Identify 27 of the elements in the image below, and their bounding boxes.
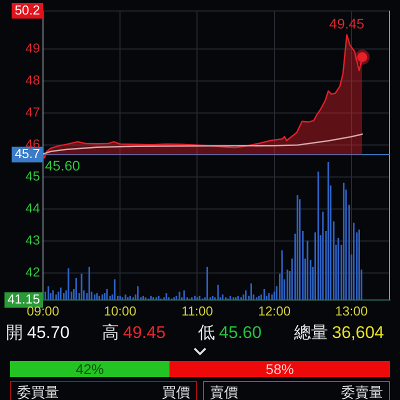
table-header-cell: 賣價 委賣量 xyxy=(203,381,390,400)
table-header-cell: 委買量 買價 xyxy=(10,381,197,400)
data-label: 42% xyxy=(76,360,104,377)
y-tick-label: 43 xyxy=(26,232,40,248)
y-tick-label: 45 xyxy=(26,168,40,184)
x-tick-label: 12:00 xyxy=(258,303,291,318)
y-tick-label: 42 xyxy=(26,264,40,280)
text: 36,604 xyxy=(332,322,384,344)
annotation: 45.60 xyxy=(45,158,80,174)
annotation: 49.45 xyxy=(329,16,365,32)
text: 總量 xyxy=(294,322,328,344)
x-tick-label: 11:00 xyxy=(181,303,214,318)
text: 45.60 xyxy=(219,322,262,344)
y-tick-label: 41.15 xyxy=(7,292,40,307)
x-tick-label: 13:00 xyxy=(335,303,368,318)
y-tick-label: 48 xyxy=(26,72,40,88)
text: 低 xyxy=(198,322,215,344)
data-label: 58% xyxy=(266,360,294,377)
text: 高 xyxy=(102,322,119,344)
text: 49.45 xyxy=(123,322,166,344)
x-tick-label: 10:00 xyxy=(104,303,136,318)
y-tick-label: 44 xyxy=(26,200,40,216)
y-tick-label: 50.2 xyxy=(14,2,40,18)
text: 45.70 xyxy=(27,322,70,344)
text: 開 xyxy=(6,322,23,344)
y-tick-label: 49 xyxy=(26,40,40,56)
y-tick-label: 47 xyxy=(26,104,40,120)
